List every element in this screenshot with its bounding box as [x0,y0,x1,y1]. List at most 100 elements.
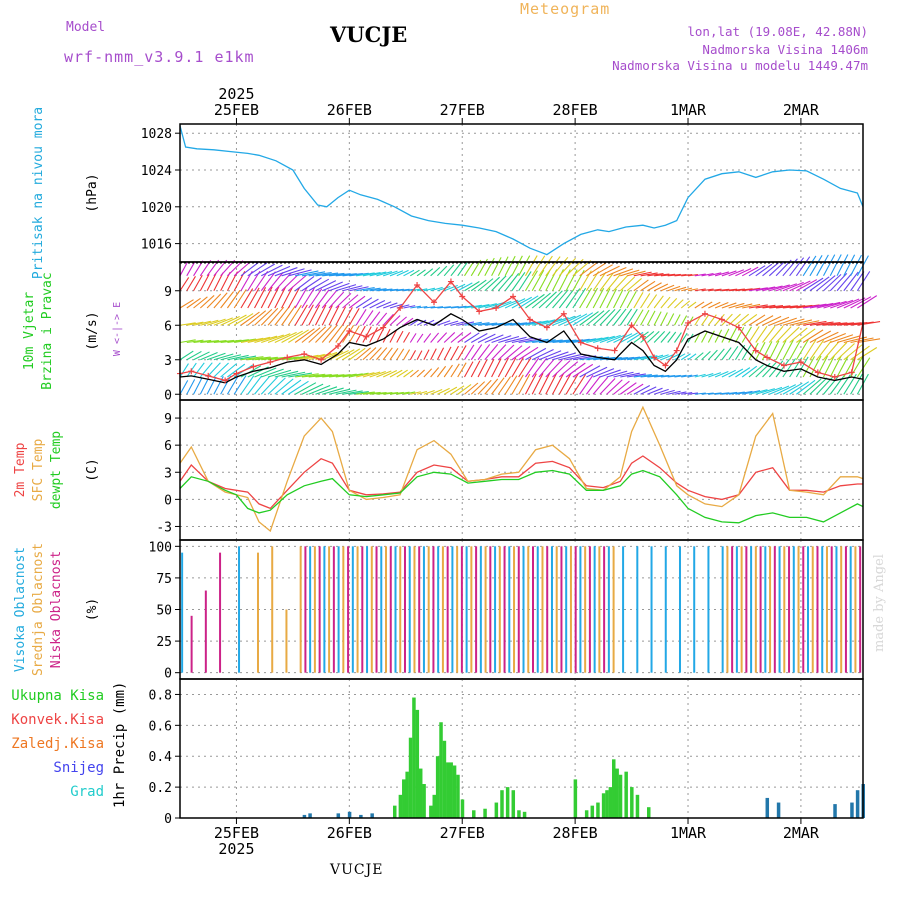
wind-vector [721,313,733,326]
y-tick-label: 0 [164,493,172,508]
wind-vector [186,350,202,361]
wind-vector [477,344,491,361]
snow-bar [336,813,341,818]
wind-vector [742,287,761,292]
wind-vector [755,325,768,343]
wind-vector [606,370,628,378]
wind-vector [349,391,369,395]
wind-vector [484,344,499,361]
snow-bar [776,802,781,818]
wind-vector [674,286,687,292]
bottom-day-label-3: 28FEB [553,824,598,842]
wind-vector [362,298,379,309]
wind-vector [505,336,527,344]
wind-vector [592,376,609,395]
precip-bar [402,779,406,818]
wind-vector [410,288,422,292]
wind-vector [206,362,221,378]
wind-vector [450,345,459,361]
wind-vector [640,309,650,326]
wind-vector [511,357,524,378]
wind-vector [247,375,263,395]
y-tick-label: 6 [164,319,172,334]
wind-vector [348,325,360,343]
wind-gust-marker [639,333,646,340]
wind-vector [498,335,520,344]
wind-vector [355,297,373,309]
cloud-bar [394,546,397,673]
wind-vector [362,271,381,277]
wind-vector [471,322,490,326]
wind-vector [802,329,824,343]
cloud-bar [366,546,369,673]
wind-vector [518,373,531,395]
wind-vector [179,350,194,361]
wind-vector [484,334,504,344]
wind-vector [484,378,499,395]
wind-vector [586,336,609,344]
wind-vector [660,389,675,395]
wind-vector [606,288,617,309]
wind-gust-marker [493,305,500,311]
wind-vector [728,288,745,292]
panel-temperature [175,399,864,541]
wind-vector [308,304,321,326]
cloud-bar [465,546,468,673]
wind-vector [728,302,745,309]
snow-bar [359,814,363,818]
wind-vector [592,309,610,326]
precip-bar [635,794,640,818]
wind-vector [322,272,345,277]
wind-vector [694,392,706,395]
wind-vector [762,285,783,292]
wind-vector [829,254,842,277]
cloud-bar [299,546,302,673]
wind-vector [430,306,444,309]
cloud-bar [773,546,776,673]
wind-vector [843,344,863,361]
top-day-label-2: 27FEB [440,101,485,119]
wind-vector [626,308,638,326]
wind-vector [681,374,693,378]
wind-vector [430,332,440,343]
wind-vector [389,391,404,395]
wind-vector [213,317,233,326]
legend-2: Zaledj.Kisa [11,736,104,752]
wind-gust-marker [780,362,787,369]
precip-bar [647,807,651,818]
wind-vector [857,320,881,326]
wind-vector [565,373,579,395]
cloud-bar [337,546,340,673]
wind-vector [545,351,569,361]
wind-vector [484,358,495,378]
wind-gust-marker [205,372,212,379]
wind-vector [321,290,337,309]
cloud-bar [612,546,615,673]
wind-vector [409,350,417,361]
wind-vector [179,322,196,326]
wind-vector [647,282,662,292]
cloud-bar [607,546,610,673]
wind-vector [626,356,646,361]
wind-vector [179,261,189,277]
wind-vector [640,293,651,309]
wind-vector [687,273,699,277]
wind-vector [653,331,666,343]
wind-gust-marker [250,363,257,370]
wind-vector [288,274,307,292]
wind-vector [762,325,776,343]
wind-vector [701,272,714,277]
wind-vector [518,357,532,378]
wind-vector [728,345,739,361]
wind-vector [680,315,688,326]
wind-vector [572,287,587,309]
wind-vector [220,339,242,344]
wind-vector [775,283,797,292]
cloud-bar [408,546,411,673]
cloud-bar [574,546,577,673]
wind-vector [369,370,386,378]
wind-vector [830,299,854,309]
wind-vector [335,284,357,292]
wind-vector [545,317,569,326]
